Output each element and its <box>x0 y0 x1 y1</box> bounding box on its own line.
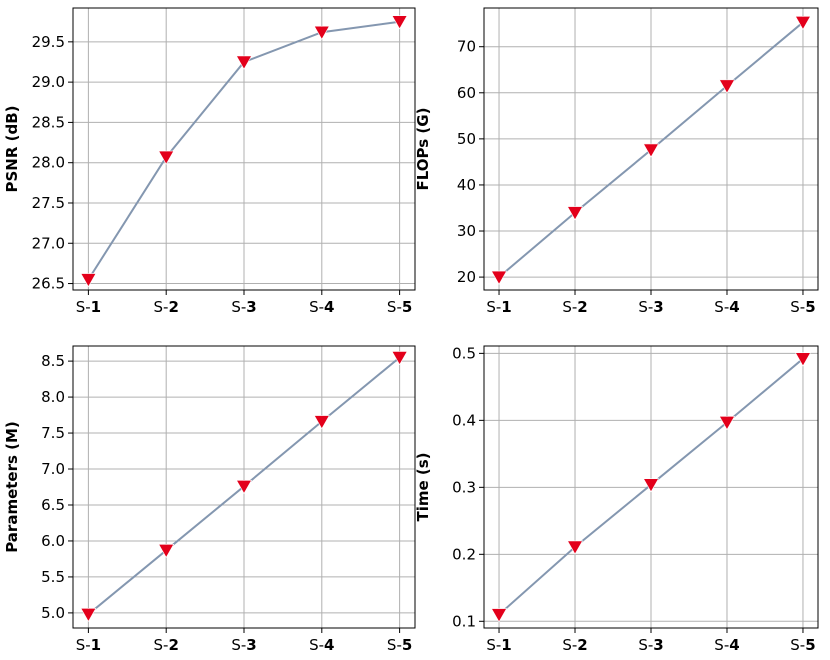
y-tick-label: 5.0 <box>41 604 65 622</box>
y-tick-label: 50 <box>457 130 476 148</box>
y-tick-label: 26.5 <box>32 275 65 293</box>
y-tick-label: 27.0 <box>32 234 65 252</box>
data-point-marker <box>80 608 97 623</box>
y-tick-label: 0.3 <box>452 478 476 496</box>
x-tick-label: S-4 <box>309 636 334 654</box>
data-point-marker <box>158 544 175 559</box>
data-point-marker <box>235 479 253 495</box>
x-tick-label: S-1 <box>486 636 511 654</box>
y-tick-label: 0.1 <box>452 612 476 630</box>
x-tick-label: S-1 <box>486 298 511 316</box>
x-tick-label: S-3 <box>231 636 256 654</box>
chart-panel-3: S-1 S-2 S-3 S-4 S-5 5.0 5.5 6.0 6.5 7.0 7.5 8.0 8.5 P… <box>3 345 416 654</box>
y-tick-label: 27.5 <box>32 194 65 212</box>
chart-panel-4: S-1 S-2 S-3 S-4 S-5 0.1 0.2 0.3 0.4 0.5 Time (s) <box>414 344 819 654</box>
x-tick-label: S-2 <box>562 636 587 654</box>
y-tick-label: 28.5 <box>32 113 65 131</box>
y-tick-label: 60 <box>457 84 476 102</box>
x-tick-label: S-2 <box>154 298 179 316</box>
data-point-marker <box>794 15 811 31</box>
y-tick-label: 8.5 <box>41 352 65 370</box>
x-tick-label: S-4 <box>714 636 739 654</box>
data-point-marker <box>718 416 736 431</box>
data-point-marker <box>794 352 811 367</box>
data-point-marker <box>566 540 584 555</box>
data-point-marker <box>391 351 408 366</box>
y-tick-label: 7.0 <box>41 460 65 478</box>
y-tick-label: 29.5 <box>32 33 65 51</box>
y-axis-title: PSNR (dB) <box>3 105 21 192</box>
y-axis-title: Parameters (M) <box>3 421 21 553</box>
x-tick-label: S-4 <box>714 298 739 316</box>
plot-frame <box>483 7 819 291</box>
data-point-marker <box>158 150 175 165</box>
y-tick-label: 8.0 <box>41 388 65 406</box>
y-tick-label: 40 <box>457 176 476 194</box>
data-point-marker <box>313 25 330 40</box>
y-axis-title: FLOPs (G) <box>414 108 432 191</box>
y-tick-label: 5.5 <box>41 568 65 586</box>
x-tick-label: S-5 <box>387 636 412 654</box>
y-tick-label: 70 <box>457 38 476 56</box>
data-point-marker <box>642 478 660 493</box>
x-tick-label: S-3 <box>638 636 663 654</box>
y-tick-label: 7.5 <box>41 424 65 442</box>
data-point-marker <box>718 79 736 94</box>
data-point-marker <box>491 270 508 285</box>
chart-panel-2: S-1 S-2 S-3 S-4 S-5 20 30 40 50 60 70 FLOPs (G) <box>414 7 819 316</box>
x-tick-label: S-3 <box>638 298 663 316</box>
y-tick-label: 0.4 <box>452 411 476 429</box>
y-tick-label: 0.2 <box>452 545 476 563</box>
y-tick-label: 28.0 <box>32 154 65 172</box>
plot-frame <box>72 7 416 291</box>
x-tick-label: S-4 <box>309 298 334 316</box>
x-tick-label: S-2 <box>154 636 179 654</box>
x-tick-label: S-2 <box>562 298 587 316</box>
x-tick-label: S-1 <box>76 636 101 654</box>
x-tick-label: S-5 <box>790 298 815 316</box>
y-tick-label: 0.5 <box>452 344 476 362</box>
x-tick-label: S-1 <box>76 298 101 316</box>
data-point-marker <box>80 273 97 288</box>
data-point-marker <box>235 55 253 70</box>
x-tick-label: S-5 <box>387 298 412 316</box>
data-point-marker <box>642 143 660 158</box>
y-tick-label: 6.0 <box>41 532 65 550</box>
plot-frame <box>483 345 819 629</box>
y-tick-label: 6.5 <box>41 496 65 514</box>
y-tick-label: 30 <box>457 222 476 240</box>
x-tick-label: S-3 <box>231 298 256 316</box>
chart-panel-1: S-1 S-2 S-3 S-4 S-5 26.5 27.0 27.5 28.0 28.5 29.0 2… <box>3 7 416 316</box>
y-tick-label: 20 <box>457 268 476 286</box>
data-point-marker <box>391 15 408 30</box>
x-tick-label: S-5 <box>790 636 815 654</box>
y-axis-title: Time (s) <box>414 452 432 521</box>
data-point-marker <box>313 415 330 430</box>
y-tick-label: 29.0 <box>32 73 65 91</box>
plot-frame <box>72 345 416 629</box>
data-point-marker <box>491 608 508 623</box>
data-point-marker <box>566 206 584 221</box>
